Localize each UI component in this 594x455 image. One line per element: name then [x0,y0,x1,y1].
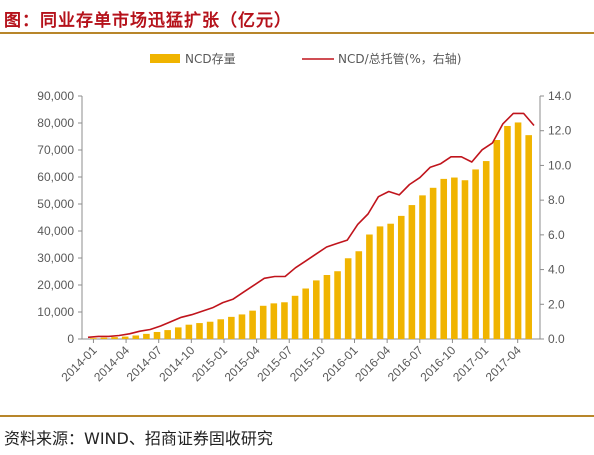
bar [228,316,235,339]
bar [121,336,129,339]
y-left-tick-label: 0 [67,332,74,346]
x-tick-label: 2017-04 [483,343,524,384]
bar [323,275,331,339]
y-left-tick-label: 20,000 [37,278,74,292]
bar [334,271,341,339]
legend-label-line: NCD/总托管(%，右轴) [338,51,461,66]
title-bar: 图：同业存单市场迅猛扩张（亿元） [0,0,594,34]
bar [419,195,426,339]
bar [185,324,193,339]
chart-area: 0 10,000 20,000 30,000 40,000 50,000 60,000 70,… [37,51,572,384]
legend-label-bar: NCD存量 [185,52,236,66]
bar [397,215,405,339]
bar [472,169,479,339]
bar [313,280,320,339]
bar [482,161,490,339]
bar [408,205,416,339]
y-right-tick-label: 4.0 [548,263,565,277]
bar [100,337,108,339]
bar [111,337,118,339]
bar [259,305,267,339]
bar [291,295,299,339]
bar [514,122,522,340]
bar [238,314,246,339]
series-line [87,112,535,339]
bar [196,323,203,339]
bar [366,234,373,339]
legend-swatch-bar [150,54,180,63]
bar [281,302,288,339]
bar [429,187,437,339]
bar [132,335,140,339]
bar [504,125,511,339]
bar [174,327,182,339]
bar [493,140,501,339]
bar [302,288,309,339]
y-right-tick-label: 12.0 [548,124,572,138]
bar [206,321,214,339]
y-left-tick-label: 90,000 [37,89,74,103]
bar [355,251,363,339]
y-right-tick-label: 10.0 [548,158,572,172]
y-right-tick-label: 2.0 [548,297,565,311]
bar [451,177,458,339]
source-bar: 资料来源：WIND、招商证券固收研究 [0,415,594,455]
y-left-tick-label: 50,000 [37,197,74,211]
y-left-tick-label: 30,000 [37,251,74,265]
y-left-tick-label: 40,000 [37,224,74,238]
bar [164,330,171,339]
bar [461,180,469,339]
y-right-tick-label: 0.0 [548,332,565,346]
bar [90,338,97,339]
y-right-tick-label: 14.0 [548,89,572,103]
bar [270,303,278,339]
y-right-tick-label: 6.0 [548,228,565,242]
bar [525,135,532,339]
bar [344,258,352,339]
bar [217,319,225,339]
y-right-tick-label: 8.0 [548,193,565,207]
chart-title: 图：同业存单市场迅猛扩张（亿元） [4,11,292,31]
bar [440,178,448,339]
bar [143,333,150,339]
y-left-tick-label: 60,000 [37,170,74,184]
y-left-tick-label: 10,000 [37,305,74,319]
y-left-tick-label: 80,000 [37,116,74,130]
bar [249,310,256,339]
bar [153,331,161,339]
bar [376,226,384,339]
y-left-tick-label: 70,000 [37,143,74,157]
bar [387,223,394,339]
source-note: 资料来源：WIND、招商证券固收研究 [4,429,273,448]
